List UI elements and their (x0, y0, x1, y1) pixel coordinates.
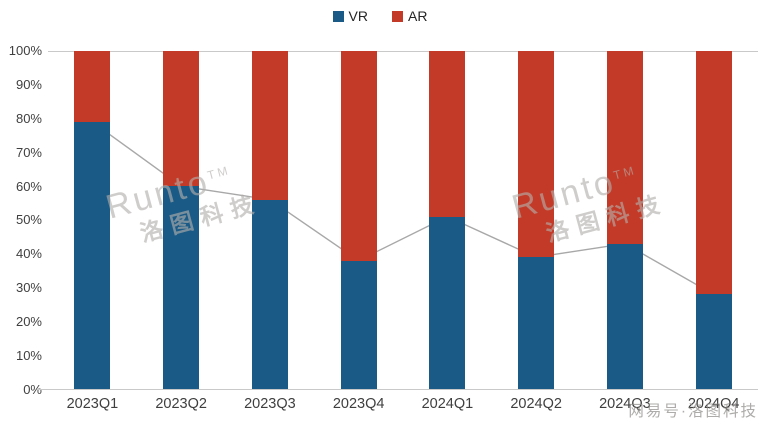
x-tick-label-2023Q1: 2023Q1 (66, 396, 119, 412)
ar-segment-2023Q2 (163, 51, 200, 187)
bar-slot-2023Q1 (48, 51, 137, 389)
bar-slot-2023Q4 (314, 51, 403, 389)
vr-segment-2024Q2 (518, 257, 555, 389)
ar-segment-2023Q1 (74, 51, 111, 122)
stacked-bar-2024Q1 (429, 51, 466, 389)
y-tick-label: 70% (15, 144, 42, 160)
ar-segment-2024Q2 (518, 51, 555, 258)
vr-segment-2023Q3 (251, 199, 288, 389)
legend-label-vr: VR (348, 8, 368, 24)
y-tick-label: 30% (15, 280, 42, 296)
ar-segment-2024Q3 (606, 51, 643, 244)
stacked-bar-2023Q4 (340, 51, 377, 389)
y-tick-label: 60% (15, 178, 42, 194)
bar-slot-2024Q1 (403, 51, 492, 389)
bar-slot-2024Q3 (581, 51, 670, 389)
vr-segment-2024Q4 (695, 294, 732, 389)
gridline-100pct (48, 51, 758, 52)
stacked-bar-2023Q2 (163, 51, 200, 389)
vr-swatch-icon (332, 10, 344, 22)
x-tick-label-2024Q4: 2024Q4 (687, 396, 740, 412)
y-tick-label: 0% (23, 381, 42, 397)
x-tick-label-2024Q1: 2024Q1 (421, 396, 474, 412)
vr-segment-2023Q4 (340, 260, 377, 389)
vr-segment-2023Q2 (163, 186, 200, 389)
x-tick-label-2023Q4: 2023Q4 (332, 396, 385, 412)
bar-slot-2024Q4 (669, 51, 758, 389)
chart-legend: VR AR (0, 8, 760, 24)
x-axis-line (38, 389, 758, 390)
y-tick-label: 90% (15, 76, 42, 92)
y-tick-label: 20% (15, 314, 42, 330)
bars-container (48, 51, 758, 389)
x-tick-label-2024Q3: 2024Q3 (599, 396, 651, 412)
stacked-bar-2024Q4 (695, 51, 732, 389)
plot-area (38, 51, 758, 390)
y-tick-label: 40% (15, 246, 42, 262)
vr-segment-2024Q1 (429, 216, 466, 389)
x-axis: 2023Q1 2023Q2 2023Q3 2023Q4 2024Q1 2024Q2 2024… (48, 396, 758, 412)
ar-segment-2023Q4 (340, 51, 377, 261)
vr-segment-2024Q3 (606, 243, 643, 389)
bar-slot-2023Q3 (226, 51, 315, 389)
legend-item-ar: AR (392, 8, 427, 24)
y-tick-label: 80% (15, 110, 42, 126)
vr-segment-2023Q1 (74, 121, 111, 389)
stacked-bar-2023Q1 (74, 51, 111, 389)
bar-slot-2024Q2 (492, 51, 581, 389)
x-tick-label-2023Q3: 2023Q3 (244, 396, 296, 412)
y-tick-label: 50% (15, 212, 42, 228)
bar-slot-2023Q2 (137, 51, 226, 389)
ar-segment-2024Q4 (695, 51, 732, 295)
y-axis: 100% 90% 80% 70% 60% 50% 40% 30% 20% 10% 0% (0, 44, 42, 396)
stacked-bar-2024Q2 (518, 51, 555, 389)
platform-watermark: 网易号·洛图科技 (628, 403, 758, 420)
x-tick-label-2024Q2: 2024Q2 (510, 396, 562, 412)
y-tick-label: 100% (8, 43, 42, 58)
legend-item-vr: VR (332, 8, 368, 24)
ar-swatch-icon (392, 10, 403, 22)
ar-segment-2023Q3 (251, 51, 288, 200)
stacked-bar-2024Q3 (606, 51, 643, 389)
y-tick-label: 10% (15, 348, 42, 364)
ar-segment-2024Q1 (429, 51, 466, 217)
x-tick-label-2023Q2: 2023Q2 (155, 396, 207, 412)
legend-label-ar: AR (408, 8, 428, 24)
stacked-bar-2023Q3 (251, 51, 288, 389)
